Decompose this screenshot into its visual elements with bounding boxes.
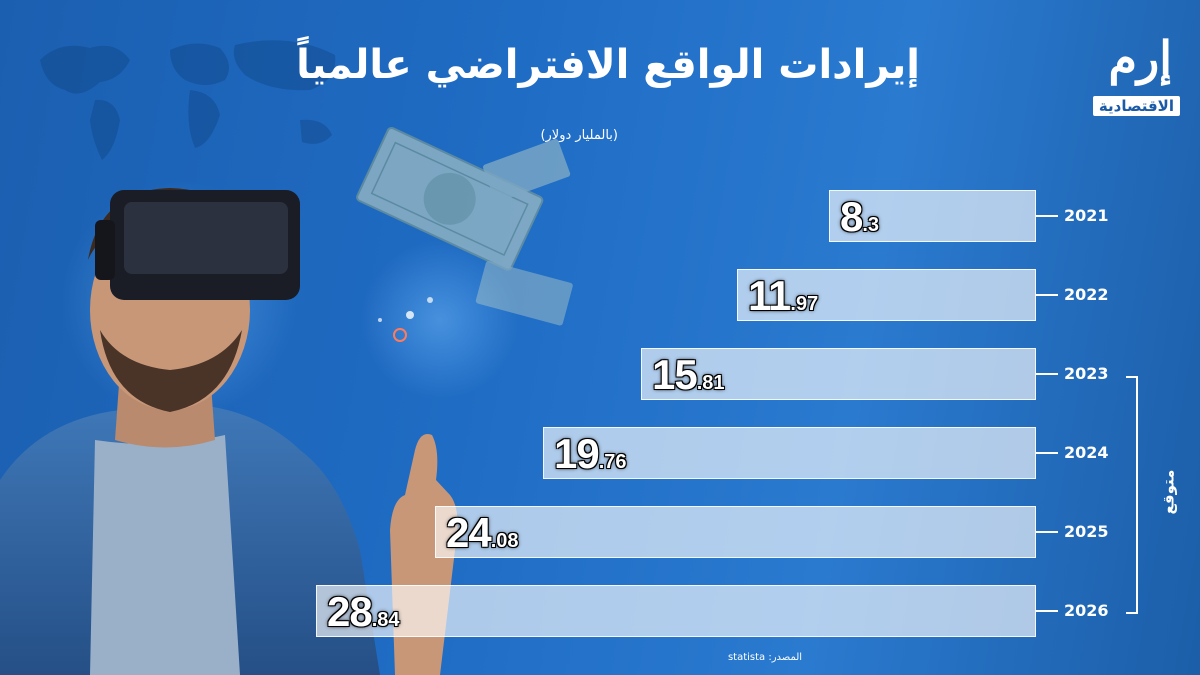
year-label: 2021 (1064, 206, 1109, 225)
axis-tick (1036, 215, 1058, 217)
bar-value-label: 8.3 (840, 195, 879, 249)
year-label: 2024 (1064, 443, 1109, 462)
axis-tick (1036, 610, 1058, 612)
axis-tick (1036, 373, 1058, 375)
year-label: 2025 (1064, 522, 1109, 541)
light-glow (360, 240, 520, 400)
axis-tick (1036, 452, 1058, 454)
bar-2022: 11.97 (737, 269, 1036, 321)
bar-2024: 19.76 (543, 427, 1036, 479)
bar-value-label: 24.08 (446, 511, 519, 565)
bar-value-decimal: .81 (696, 372, 725, 394)
axis-tick (1036, 294, 1058, 296)
bar-value-decimal: .08 (490, 530, 519, 552)
logo-tagline: الاقتصادية (1092, 96, 1180, 116)
year-label: 2022 (1064, 285, 1109, 304)
forecast-label-text: متوقع (1158, 469, 1177, 515)
bar-value-label: 19.76 (554, 432, 627, 486)
bar-value-label: 15.81 (652, 353, 725, 407)
bar-value-decimal: .97 (790, 293, 819, 315)
bar-2025: 24.08 (435, 506, 1036, 558)
bar-value-decimal: .3 (862, 214, 880, 236)
forecast-label: متوقع (1140, 462, 1196, 522)
forecast-bracket (1126, 376, 1138, 614)
source-note: المصدر: statista (727, 652, 803, 663)
year-label: 2023 (1064, 364, 1109, 383)
bar-value-integer: 24 (446, 509, 492, 556)
world-map-graphic (40, 40, 336, 160)
bar-value-integer: 28 (327, 588, 373, 635)
bar-value-integer: 11 (748, 272, 791, 319)
bar-2023: 15.81 (641, 348, 1036, 400)
bar-value-integer: 19 (554, 430, 600, 477)
bar-2026: 28.84 (316, 585, 1036, 637)
year-label: 2026 (1064, 601, 1109, 620)
bar-value-integer: 8 (840, 193, 863, 240)
logo-wordmark: إرم (1108, 31, 1172, 85)
chart-unit: (بالمليار دولار) (540, 128, 618, 143)
bar-value-label: 11.97 (748, 274, 818, 328)
bar-value-label: 28.84 (327, 590, 400, 644)
bar-value-decimal: .76 (598, 451, 627, 473)
chart-title: إيرادات الواقع الافتراضي عالمياً (296, 42, 920, 88)
axis-tick (1036, 531, 1058, 533)
bar-2021: 8.3 (829, 190, 1036, 242)
banknotes-graphic (356, 126, 573, 326)
bar-value-decimal: .84 (371, 609, 400, 631)
brand-logo: إرم الاقتصادية (1078, 30, 1180, 130)
bar-value-integer: 15 (652, 351, 698, 398)
